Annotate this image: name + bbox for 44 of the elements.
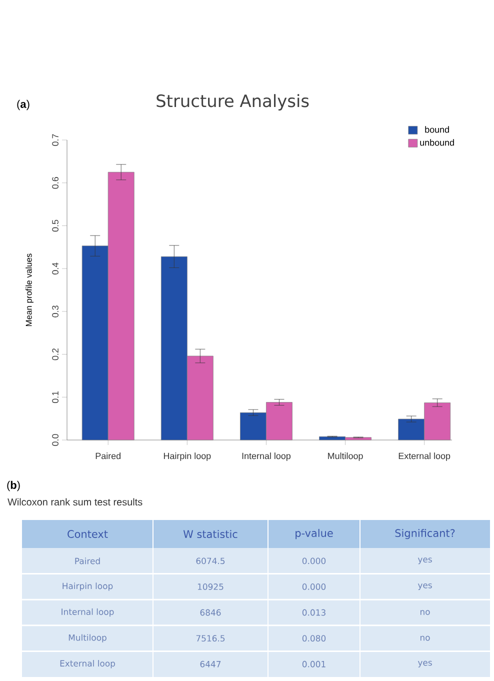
y-tick-label: 0.5 (52, 220, 58, 232)
category-label: Significant? (395, 528, 455, 540)
y-tick-label: 0.2 (52, 348, 58, 360)
text: yes (418, 583, 432, 590)
text: 0.000 (302, 584, 326, 590)
text: Internal loop (62, 608, 114, 617)
x-tick-label: Hairpin loop (164, 452, 211, 461)
text: 7516.5 (196, 635, 225, 642)
category-label: W statistic (183, 530, 238, 538)
legend-label: unbound (420, 139, 454, 146)
text: yes (418, 558, 432, 564)
text: Wilcoxon rank sum test results (8, 498, 142, 506)
text: 0.001 (302, 660, 326, 668)
x-tick-label: External loop (398, 452, 450, 461)
category-label: Context (68, 530, 108, 538)
text: 6447 (200, 660, 221, 668)
text: (a) (17, 100, 30, 110)
text: 0.080 (302, 635, 326, 642)
x-tick-label: Multiloop (328, 452, 363, 461)
y-tick-label: 0.1 (52, 391, 58, 404)
y-tick-label: 0.4 (52, 262, 58, 274)
x-tick-label: Internal loop (242, 452, 291, 461)
text: no (420, 610, 430, 615)
text: External loop (60, 660, 115, 668)
text: yes (418, 660, 432, 668)
text: Multiloop (68, 634, 106, 642)
legend-label: bound (425, 126, 449, 133)
y-tick-label: 0.0 (52, 434, 58, 446)
text: no (420, 636, 430, 641)
text: Hairpin loop (62, 582, 113, 591)
text: 6074.5 (196, 558, 225, 564)
y-tick-label: 0.3 (52, 306, 58, 318)
x-tick-label: Paired (96, 452, 120, 460)
text: 10925 (198, 584, 224, 590)
chart-title: Structure Analysis (156, 94, 309, 110)
y-axis-title: Mean profile values (26, 254, 34, 326)
y-tick-label: 0.7 (52, 134, 58, 146)
category-label: p-value (296, 528, 333, 540)
text: Paired (75, 558, 100, 564)
text: 0.013 (302, 609, 326, 616)
text: 6846 (200, 609, 221, 616)
text: 0.000 (302, 558, 326, 564)
y-tick-label: 0.6 (52, 177, 58, 189)
text: (b) (7, 480, 20, 492)
